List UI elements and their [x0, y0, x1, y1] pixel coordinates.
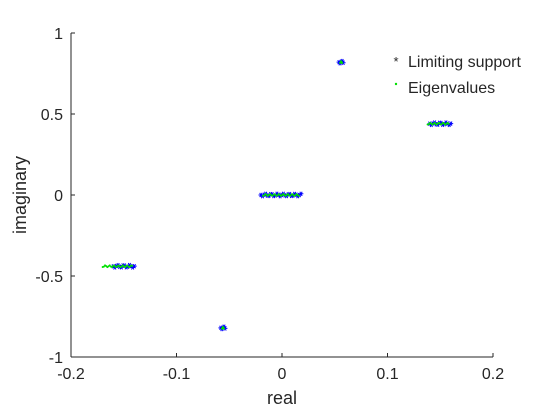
legend: * Limiting support Eigenvalues	[393, 54, 521, 97]
x-tick-label: -0.1	[163, 366, 191, 383]
legend-label-limiting-support: Limiting support	[408, 54, 522, 71]
y-tick-label: 0	[54, 188, 63, 205]
data-point-eigenvalue	[447, 122, 450, 125]
y-tick-label: -0.5	[35, 269, 63, 286]
data-point-eigenvalue	[289, 194, 292, 197]
legend-label-eigenvalues: Eigenvalues	[408, 80, 495, 97]
data-point-eigenvalue	[287, 193, 290, 196]
data-point-eigenvalue	[126, 264, 129, 267]
data-point-eigenvalue	[291, 193, 294, 196]
y-tick-label: 0.5	[41, 107, 63, 124]
data-point-eigenvalue	[111, 266, 114, 269]
x-axis-label: real	[267, 388, 297, 408]
data-point-eigenvalue	[284, 194, 287, 197]
data-point-eigenvalue	[102, 265, 105, 268]
y-tick-label: -1	[49, 350, 63, 367]
data-point-eigenvalue	[271, 194, 274, 197]
data-points	[101, 58, 454, 332]
legend-entry-limiting-support: * Limiting support	[393, 54, 521, 71]
data-point-eigenvalue	[435, 123, 438, 126]
x-tick-label: -0.2	[57, 366, 85, 383]
data-point-eigenvalue	[341, 62, 344, 65]
data-point-eigenvalue	[128, 265, 131, 268]
y-tick-label: 1	[54, 26, 63, 43]
legend-marker-dot	[394, 82, 398, 86]
data-point-eigenvalue	[115, 265, 118, 268]
x-tick-label: 0.1	[376, 366, 398, 383]
data-point-limiting-support	[298, 191, 304, 197]
data-point-eigenvalue	[427, 123, 430, 126]
data-point-eigenvalue	[113, 264, 116, 267]
data-point-eigenvalue	[438, 122, 441, 125]
data-point-eigenvalue	[297, 194, 300, 197]
data-point-eigenvalue	[124, 266, 127, 269]
data-point-eigenvalue	[440, 123, 443, 126]
data-point-eigenvalue	[273, 193, 276, 196]
data-point-eigenvalue	[276, 194, 279, 197]
y-axis-ticks: -1 -0.5 0 0.5 1	[35, 26, 75, 367]
data-point-eigenvalue	[131, 264, 134, 267]
legend-entry-eigenvalues: Eigenvalues	[394, 80, 495, 97]
x-tick-label: 0	[278, 366, 287, 383]
data-point-eigenvalue	[222, 327, 225, 330]
x-tick-label: 0.2	[482, 366, 504, 383]
y-axis-label: imaginary	[10, 156, 30, 234]
legend-marker-star: *	[393, 54, 398, 69]
data-point-eigenvalue	[263, 194, 266, 197]
x-axis-ticks: -0.2 -0.1 0 0.1 0.2	[57, 353, 504, 383]
